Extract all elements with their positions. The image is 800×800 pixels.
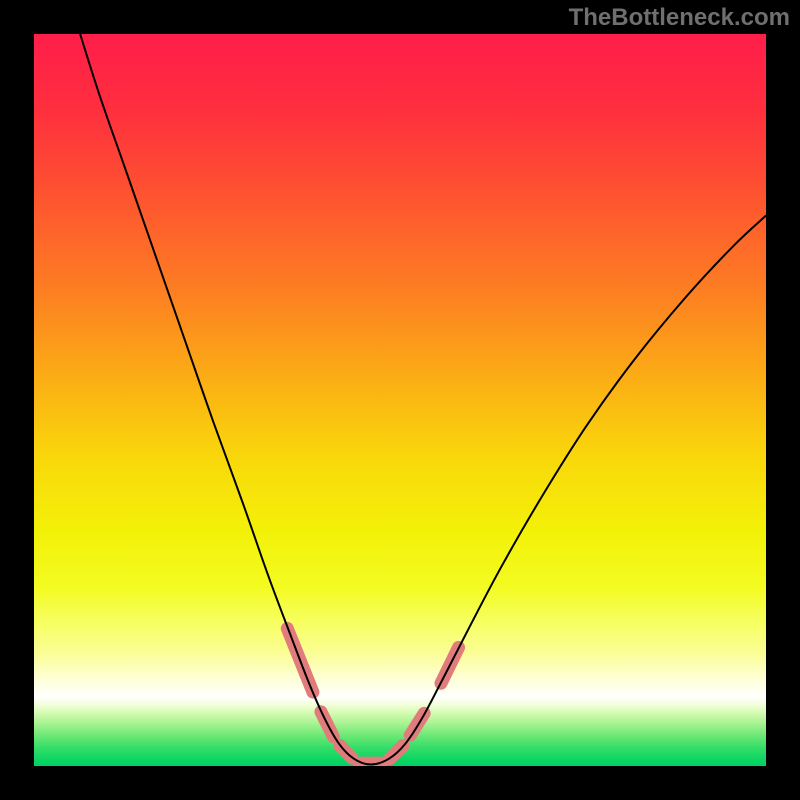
plot-area [34,34,766,766]
v-curve [80,34,766,765]
watermark-text: TheBottleneck.com [569,4,790,32]
curve-overlay [34,34,766,766]
chart-stage: TheBottleneck.com [0,0,800,800]
highlight-segments [287,628,458,763]
